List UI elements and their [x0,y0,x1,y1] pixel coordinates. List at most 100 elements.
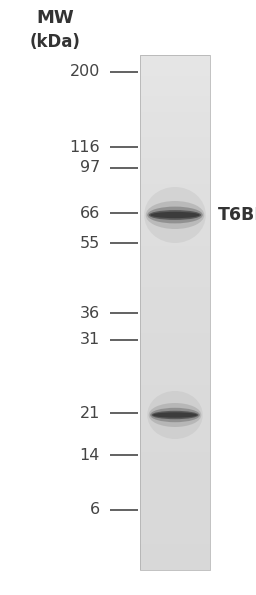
Bar [140,390,210,395]
Bar [140,235,210,240]
Bar [140,328,210,333]
Bar [140,277,210,281]
Bar [140,457,210,462]
Bar [140,225,210,230]
Bar [140,472,210,477]
Ellipse shape [144,187,206,243]
Bar [140,560,210,565]
Bar [140,384,210,390]
Ellipse shape [150,212,200,218]
Bar [140,261,210,266]
Bar [140,312,210,318]
Text: (kDa): (kDa) [29,33,80,51]
Bar [140,508,210,513]
Bar [140,333,210,338]
Ellipse shape [150,408,200,422]
Text: 6: 6 [90,503,100,518]
Bar [140,204,210,209]
Bar [140,308,210,312]
Bar [140,215,210,220]
Bar [140,302,210,308]
Bar [140,266,210,271]
Bar [140,343,210,349]
Bar [140,364,210,369]
Bar [140,415,210,421]
Bar [140,271,210,277]
Bar [140,184,210,189]
Bar [140,297,210,302]
Bar [140,400,210,405]
Bar [140,529,210,534]
Bar [140,549,210,555]
Bar [140,555,210,560]
Bar [140,446,210,452]
Bar [140,292,210,297]
Ellipse shape [146,201,204,229]
Bar [140,539,210,544]
Bar [140,441,210,446]
Bar [140,513,210,518]
Bar [140,503,210,508]
Bar [140,240,210,246]
Bar [140,230,210,235]
Bar [140,168,210,174]
Text: 31: 31 [80,333,100,347]
Bar [140,462,210,467]
Bar [140,60,210,65]
Bar [140,477,210,483]
Bar [140,369,210,374]
Bar [140,122,210,127]
Text: 21: 21 [80,406,100,421]
Ellipse shape [152,411,199,419]
Bar [140,65,210,70]
Bar [140,287,210,292]
Bar [140,524,210,529]
Bar [140,436,210,441]
Bar [140,174,210,178]
Bar [140,55,210,60]
Bar [140,127,210,132]
Bar [140,132,210,137]
Bar [140,431,210,436]
Ellipse shape [149,403,201,427]
Bar [140,246,210,250]
Bar [140,163,210,168]
Bar [140,209,210,215]
Bar [140,220,210,225]
Bar [140,117,210,122]
Bar [140,86,210,91]
Bar [140,148,210,153]
Bar [140,452,210,457]
Bar [140,250,210,256]
Bar [140,137,210,143]
Text: 14: 14 [80,447,100,462]
Bar [140,101,210,107]
Bar [140,498,210,503]
Bar [140,96,210,101]
Bar [140,380,210,384]
Bar [140,256,210,261]
Bar [140,178,210,184]
Bar [140,467,210,472]
Bar [140,70,210,76]
Bar [140,107,210,112]
Bar [140,76,210,81]
Bar [140,143,210,148]
Bar [140,374,210,380]
Bar [140,158,210,163]
Bar [140,323,210,328]
Ellipse shape [153,412,197,418]
Text: T6BP: T6BP [218,206,256,224]
Bar [140,518,210,524]
Text: 116: 116 [69,139,100,155]
Bar [140,483,210,487]
Text: 97: 97 [80,161,100,176]
Bar [140,421,210,426]
Bar [140,353,210,359]
Bar [140,405,210,411]
Bar [140,91,210,96]
Bar [140,487,210,493]
Bar [140,81,210,86]
Ellipse shape [147,391,203,439]
Text: 200: 200 [70,64,100,80]
